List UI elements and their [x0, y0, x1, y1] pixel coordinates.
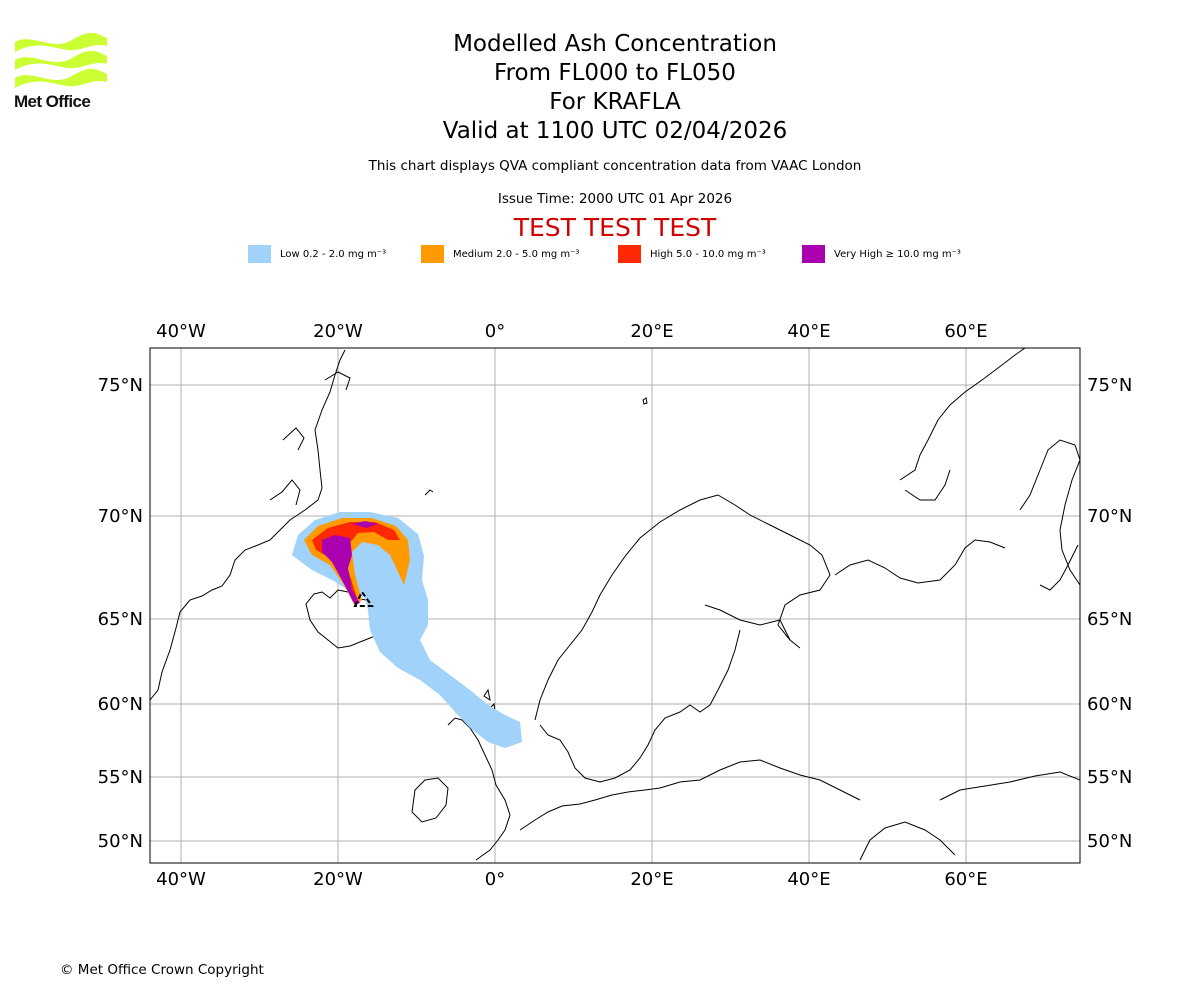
legend-label-low: Low 0.2 - 2.0 mg m⁻³ [280, 248, 387, 260]
lat-label-right: 50°N [1087, 831, 1132, 852]
coastline-islet [424, 397, 648, 496]
coastline-europe [519, 759, 861, 831]
latitude-labels-right: 75°N 70°N 65°N 60°N 55°N 50°N [1087, 375, 1132, 852]
volcano-name: For KRAFLA [549, 89, 681, 115]
copyright: © Met Office Crown Copyright [60, 962, 264, 978]
longitude-labels-top: 40°W 20°W 0° 20°E 40°E 60°E [156, 321, 987, 342]
lon-label-top: 40°W [156, 321, 206, 342]
coastline-scandinavia [534, 494, 831, 721]
issue-time: Issue Time: 2000 UTC 01 Apr 2026 [497, 191, 733, 207]
coastlines [150, 348, 1080, 861]
lat-label-left: 60°N [98, 694, 143, 715]
coastline-novaya-zemlya [899, 348, 1026, 481]
coastline-russia-south [939, 771, 1080, 801]
lat-label-right: 55°N [1087, 767, 1132, 788]
chart-title: Modelled Ash Concentration [453, 31, 777, 57]
longitude-labels-bottom: 40°W 20°W 0° 20°E 40°E 60°E [156, 869, 987, 890]
legend-swatch-high [618, 245, 641, 263]
coastline-yamal-east [1039, 544, 1079, 591]
lat-label-right: 65°N [1087, 609, 1132, 630]
legend-label-very-high: Very High ≥ 10.0 mg m⁻³ [834, 248, 961, 260]
coastline-caspian [859, 821, 956, 861]
lat-label-left: 50°N [98, 831, 143, 852]
lat-label-right: 60°N [1087, 694, 1132, 715]
coastline-yamal [1019, 439, 1080, 586]
coastline-baltic [539, 629, 741, 783]
map-gridlines [150, 348, 1080, 863]
logo-text: Met Office [14, 92, 91, 111]
lon-label-top: 0° [485, 321, 505, 342]
lat-label-right: 70°N [1087, 506, 1132, 527]
coastline-greenland-fjords [269, 371, 351, 506]
flight-levels: From FL000 to FL050 [494, 60, 736, 86]
valid-time: Valid at 1100 UTC 02/04/2026 [442, 118, 788, 144]
lon-label-bottom: 40°E [787, 869, 830, 890]
legend-swatch-medium [421, 245, 444, 263]
legend-swatch-low [248, 245, 271, 263]
lon-label-bottom: 20°E [630, 869, 673, 890]
lat-label-left: 65°N [98, 609, 143, 630]
legend-swatch-very-high [802, 245, 825, 263]
legend-item-very-high: Very High ≥ 10.0 mg m⁻³ [802, 244, 961, 264]
coastline-ireland [411, 777, 449, 823]
legend-label-high: High 5.0 - 10.0 mg m⁻³ [650, 248, 766, 260]
coastline-novaya-zemlya-south [904, 469, 951, 501]
lon-label-top: 60°E [944, 321, 987, 342]
legend-item-medium: Medium 2.0 - 5.0 mg m⁻³ [421, 244, 579, 264]
lat-label-right: 75°N [1087, 375, 1132, 396]
title-block: Modelled Ash Concentration From FL000 to… [315, 30, 915, 146]
coastline-finland-gulf [704, 604, 791, 641]
lon-label-bottom: 20°W [313, 869, 363, 890]
lon-label-top: 40°E [787, 321, 830, 342]
lat-label-left: 75°N [98, 375, 143, 396]
test-banner: TEST TEST TEST [513, 213, 717, 242]
ash-area-very-high [322, 535, 360, 605]
lat-label-left: 55°N [98, 767, 143, 788]
met-office-waves-icon [15, 32, 107, 88]
volcano-triangle-icon [353, 590, 374, 607]
coastline-kola [834, 539, 1006, 584]
lon-label-bottom: 40°W [156, 869, 206, 890]
lon-label-top: 20°W [313, 321, 363, 342]
legend-item-low: Low 0.2 - 2.0 mg m⁻³ [248, 244, 386, 264]
legend: Low 0.2 - 2.0 mg m⁻³ Medium 2.0 - 5.0 mg… [0, 244, 1200, 264]
ash-area-very-high-north [352, 521, 378, 528]
ash-plume [292, 512, 522, 748]
coastline-scotland [447, 717, 511, 861]
lon-label-top: 20°E [630, 321, 673, 342]
lat-label-left: 70°N [98, 506, 143, 527]
coastline-greenland [150, 349, 346, 701]
legend-label-medium: Medium 2.0 - 5.0 mg m⁻³ [453, 248, 580, 260]
latitude-labels-left: 75°N 70°N 65°N 60°N 55°N 50°N [98, 375, 143, 852]
lon-label-bottom: 60°E [944, 869, 987, 890]
legend-item-high: High 5.0 - 10.0 mg m⁻³ [618, 244, 766, 264]
chart-description: This chart displays QVA compliant concen… [368, 158, 862, 174]
lon-label-bottom: 0° [485, 869, 505, 890]
map-frame [149, 347, 1081, 864]
